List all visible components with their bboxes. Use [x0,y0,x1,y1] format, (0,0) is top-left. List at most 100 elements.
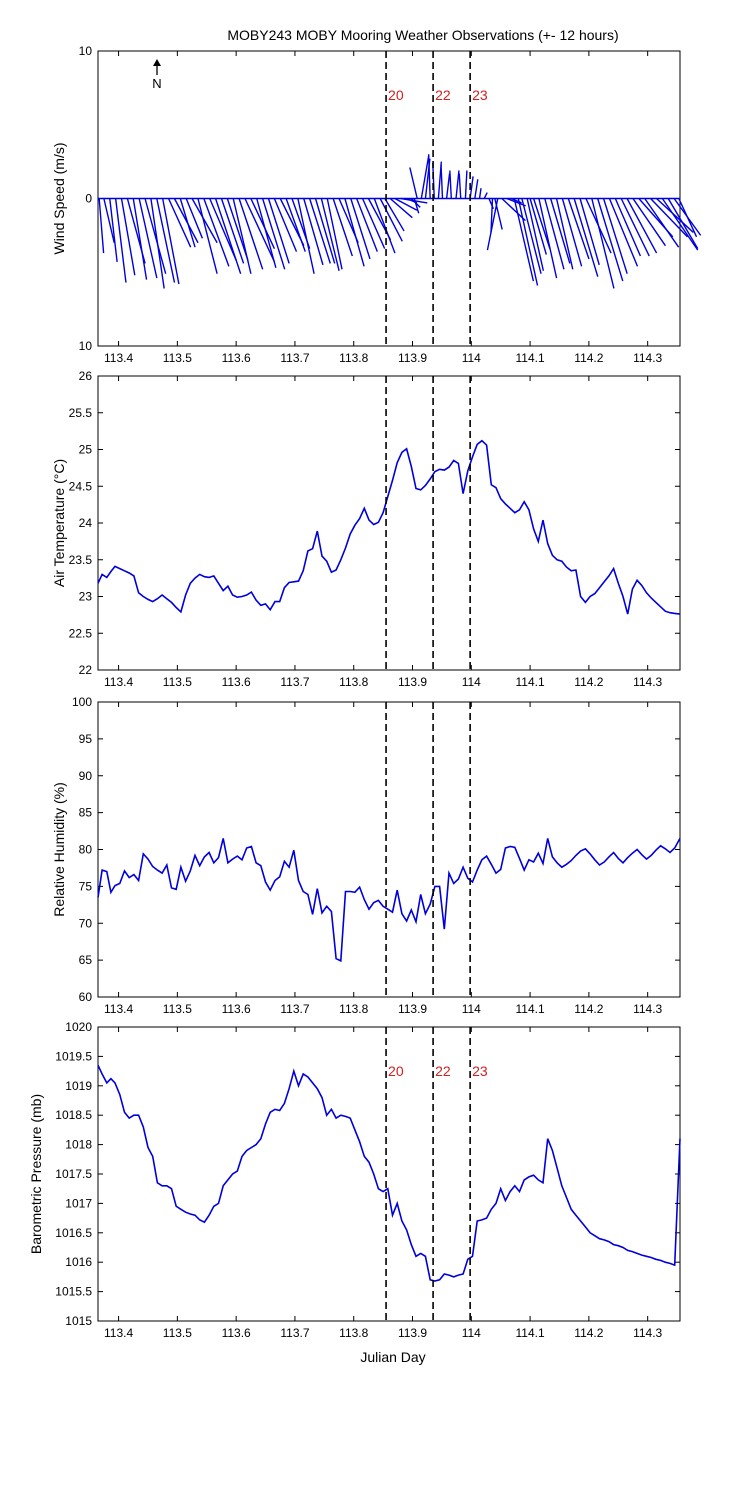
x-tick-label: 113.9 [398,675,427,689]
x-tick-label: 113.5 [163,351,192,365]
wind-stick [678,198,698,238]
x-tick-label: 114.3 [633,1002,662,1016]
x-tick-label: 113.4 [104,675,133,689]
wind-stick [544,198,565,270]
wind-stick [250,198,276,249]
x-tick-label: 113.6 [222,351,251,365]
y-tick-label: 1015.5 [55,1285,92,1299]
wind-stick [490,198,494,233]
wind-stick [98,198,105,254]
series-line [97,439,681,615]
wind-stick [150,198,165,289]
y-axis-label: Air Temperature (°C) [51,459,67,587]
wind-stick [350,198,371,260]
wind-stick [173,198,199,244]
y-tick-label: 26 [79,369,93,383]
wind-stick [132,198,148,280]
wind-stick [511,197,522,204]
wind-stick [432,163,435,199]
y-tick-label: 0 [85,192,92,206]
wind-stick [232,198,252,274]
x-tick-label: 114.2 [574,1002,603,1016]
marker-label: 20 [388,1063,404,1079]
wind-stick [440,164,444,199]
wind-stick [209,198,237,261]
wind-stick [532,198,551,249]
y-tick-label: 22.5 [69,626,93,640]
wind-stick [373,198,396,254]
wind-stick [238,198,264,270]
axes-frame [97,701,681,998]
x-tick-label: 113.8 [339,351,368,365]
wind-stick [486,198,499,251]
wind-stick [244,198,276,263]
x-tick-label: 114.2 [574,351,603,365]
x-tick-label: 113.4 [104,351,133,365]
wind-stick [526,198,545,271]
wind-stick [614,198,642,257]
x-tick-label: 114.3 [633,351,662,365]
x-tick-label: 113.4 [104,1326,133,1340]
wind-stick [361,198,386,249]
y-tick-label: 95 [79,732,93,746]
x-tick-label: 114.2 [574,1326,603,1340]
wind-stick [297,198,315,274]
wind-stick [220,198,245,264]
y-tick-label: 80 [79,843,93,857]
x-tick-label: 113.9 [398,1002,427,1016]
wind-stick [632,198,666,247]
wind-stick [303,198,324,266]
x-tick-label: 113.5 [163,1326,192,1340]
wind-stick [608,198,639,267]
wind-stick [420,155,430,199]
wind-stick [549,198,571,264]
wind-stick [326,198,343,270]
y-tick-label: 60 [79,990,93,1004]
y-tick-label: 1019.5 [55,1049,92,1063]
y-axis-label: Barometric Pressure (mb) [28,1094,44,1254]
wind-stick [256,198,277,269]
wind-stick [144,198,167,274]
series-line [97,838,681,963]
x-tick-label: 114.1 [516,351,545,365]
wind-stick [203,198,230,267]
wind-stick [464,170,468,199]
wind-stick [161,198,180,285]
wind-stick [226,198,249,261]
wind-stick [597,198,624,282]
y-axis-label: Wind Speed (m/s) [51,142,67,254]
wind-stick [138,198,158,279]
x-tick-label: 113.9 [398,351,427,365]
wind-stick [344,198,365,267]
x-tick-label: 113.7 [280,1002,309,1016]
wind-stick [449,170,453,199]
north-label: N [152,76,161,91]
x-tick-label: 113.7 [280,675,309,689]
y-tick-label: 24 [79,516,93,530]
wind-stick [455,170,460,199]
y-tick-label: 65 [79,953,93,967]
y-tick-label: 1016 [65,1255,92,1269]
x-tick-label: 114.1 [516,1002,545,1016]
y-tick-label: 23.5 [69,553,93,567]
x-tick-label: 113.7 [280,1326,309,1340]
x-tick-label: 114 [462,675,481,689]
x-tick-label: 113.9 [398,1326,427,1340]
x-tick-label: 114 [462,1326,481,1340]
x-tick-label: 114.3 [633,1326,662,1340]
marker-label: 20 [388,87,404,103]
x-tick-label: 113.8 [339,1002,368,1016]
wind-stick [506,197,527,207]
wind-stick [191,198,218,244]
wind-stick [409,167,418,199]
y-tick-label: 23 [79,590,93,604]
x-tick-label: 113.5 [163,675,192,689]
x-tick-label: 114 [462,1002,481,1016]
wind-stick [103,198,115,243]
panel-4: 113.4 113.5 113.6 113.7 113.8 113.9 114 114.1 11… [28,1020,681,1340]
wind-stick [413,198,420,214]
wind-stick [661,198,699,251]
wind-stick [591,198,615,289]
wind-stick [267,198,290,264]
wind-stick [120,198,136,276]
